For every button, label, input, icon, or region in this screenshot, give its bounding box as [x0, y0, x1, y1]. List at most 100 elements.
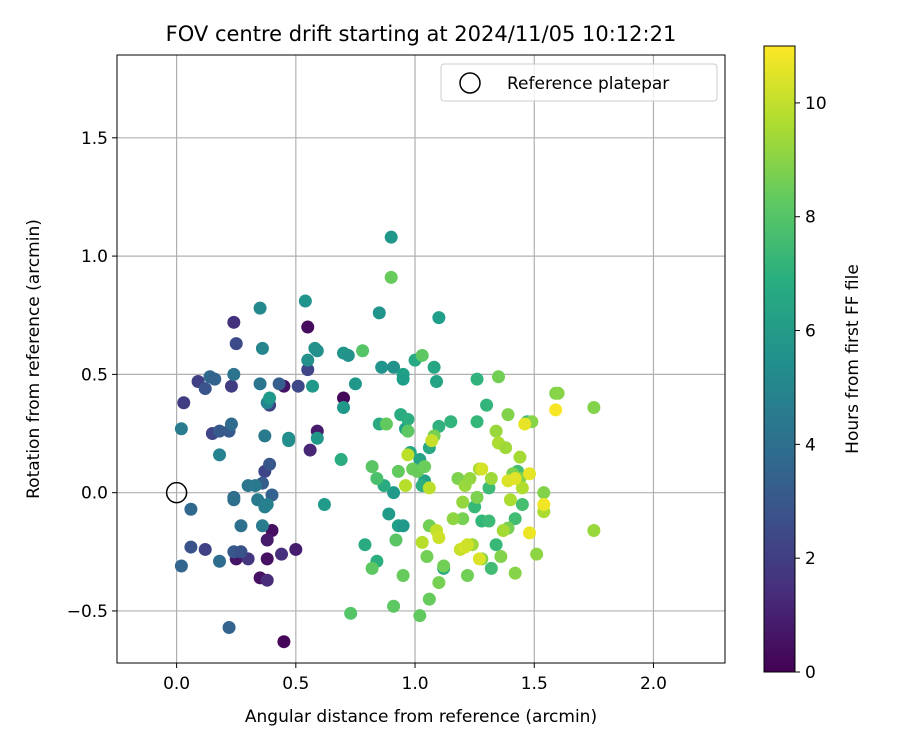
data-point: [508, 471, 522, 485]
data-point: [463, 471, 477, 485]
y-tick-label: 1.5: [81, 129, 108, 149]
data-point: [184, 502, 198, 516]
data-point: [303, 443, 317, 457]
y-tick-label: 1.0: [81, 247, 108, 267]
data-point: [198, 542, 212, 556]
data-point: [472, 552, 486, 566]
data-point: [310, 344, 324, 358]
data-point: [432, 576, 446, 590]
data-point: [301, 363, 315, 377]
y-axis-label: Rotation from reference (arcmin): [24, 219, 44, 499]
data-point: [260, 497, 274, 511]
data-point: [337, 391, 351, 405]
data-point: [306, 379, 320, 393]
data-point: [494, 550, 508, 564]
data-point: [415, 348, 429, 362]
data-point: [227, 367, 241, 381]
x-axis-label: Angular distance from reference (arcmin): [245, 707, 597, 727]
data-point: [337, 400, 351, 414]
data-point: [496, 524, 510, 538]
data-point: [382, 507, 396, 521]
data-point: [399, 479, 413, 493]
data-point: [401, 448, 415, 462]
data-point: [551, 386, 565, 400]
colorbar-tick-label: 0: [805, 663, 816, 683]
data-point: [275, 547, 289, 561]
data-point: [420, 550, 434, 564]
data-point: [253, 301, 267, 315]
y-tick-label: 0.5: [81, 365, 108, 385]
data-point: [177, 396, 191, 410]
x-tick-label: 1.5: [521, 674, 548, 694]
data-point: [482, 514, 496, 528]
data-point: [429, 374, 443, 388]
data-point: [317, 497, 331, 511]
data-point: [513, 450, 527, 464]
data-point: [401, 424, 415, 438]
legend-reference-marker: [459, 72, 481, 94]
data-point: [258, 429, 272, 443]
chart-title: FOV centre drift starting at 2024/11/05 …: [166, 22, 677, 46]
y-axis-ticks: −0.5 0.0 0.5 1.0 1.5: [67, 129, 117, 622]
data-point: [384, 270, 398, 284]
legend: Reference platepar: [440, 63, 718, 102]
data-point: [484, 561, 498, 575]
data-points: [174, 230, 601, 649]
data-point: [418, 460, 432, 474]
data-point: [260, 573, 274, 587]
data-point: [391, 464, 405, 478]
data-point: [198, 382, 212, 396]
data-point: [255, 519, 269, 533]
data-point: [415, 535, 429, 549]
colorbar-ticks: 0 2 4 6 8 10: [795, 94, 827, 683]
colorbar-tick-label: 2: [805, 549, 816, 569]
data-point: [396, 519, 410, 533]
data-point: [396, 568, 410, 582]
data-point: [234, 545, 248, 559]
data-point: [372, 306, 386, 320]
data-point: [260, 552, 274, 566]
data-point: [422, 481, 436, 495]
data-point: [401, 412, 415, 426]
data-point: [282, 434, 296, 448]
data-point: [213, 448, 227, 462]
data-point: [310, 431, 324, 445]
data-point: [260, 533, 274, 547]
data-point: [365, 460, 379, 474]
data-point: [213, 424, 227, 438]
data-point: [358, 538, 372, 552]
data-point: [174, 422, 188, 436]
data-point: [537, 486, 551, 500]
data-point: [437, 559, 451, 573]
data-point: [456, 495, 470, 509]
data-point: [301, 320, 315, 334]
data-point: [475, 462, 489, 476]
data-point: [341, 348, 355, 362]
data-point: [587, 400, 601, 414]
data-point: [522, 526, 536, 540]
x-tick-label: 2.0: [640, 674, 667, 694]
data-point: [470, 490, 484, 504]
data-point: [387, 360, 401, 374]
x-tick-label: 1.0: [402, 674, 429, 694]
data-point: [446, 512, 460, 526]
data-point: [224, 417, 238, 431]
data-point: [227, 493, 241, 507]
data-point: [489, 424, 503, 438]
data-point: [370, 471, 384, 485]
data-point: [522, 467, 536, 481]
plot-frame: [116, 54, 726, 664]
x-axis-ticks: 0.0 0.5 1.0 1.5 2.0: [163, 663, 667, 694]
data-point: [277, 635, 291, 649]
data-point: [460, 568, 474, 582]
data-point: [384, 230, 398, 244]
data-point: [255, 341, 269, 355]
data-point: [444, 415, 458, 429]
data-point: [365, 561, 379, 575]
data-point: [515, 497, 529, 511]
colorbar: 0 2 4 6 8 10 Hours from first FF file: [763, 45, 863, 683]
data-point: [427, 360, 441, 374]
data-point: [470, 415, 484, 429]
data-point: [208, 372, 222, 386]
